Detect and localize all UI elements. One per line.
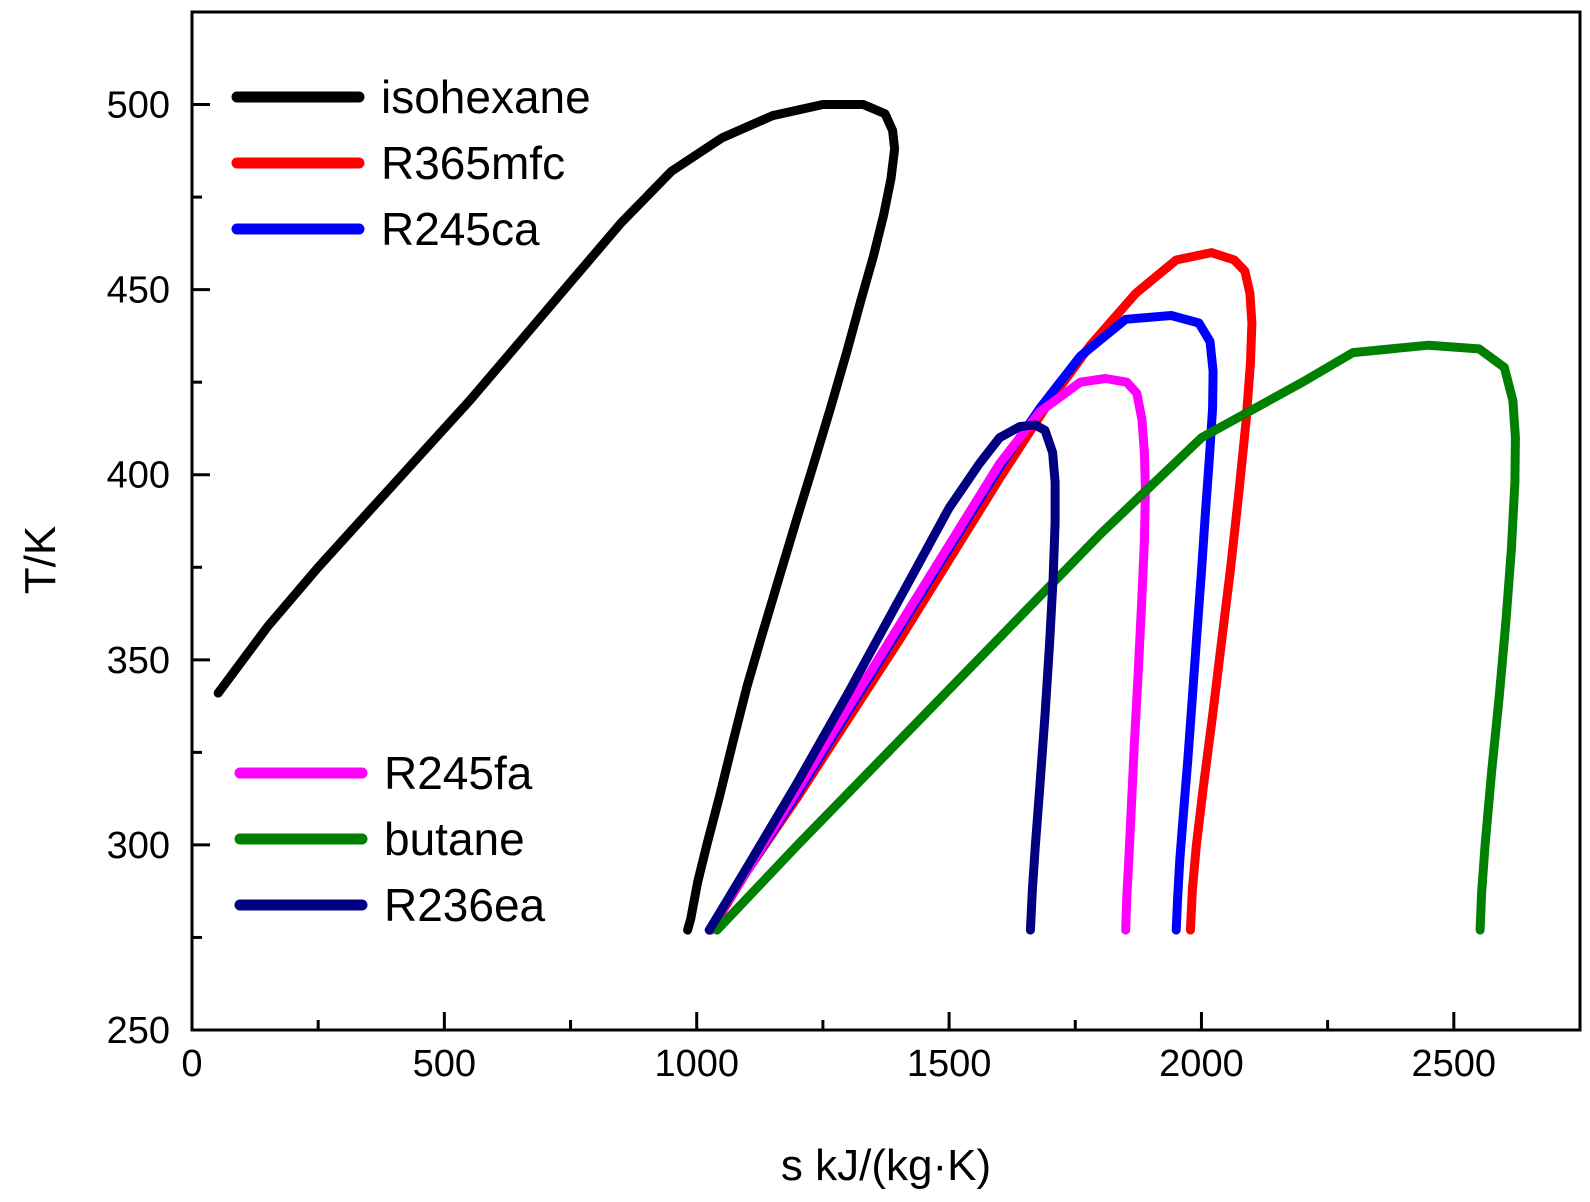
legend-label-r245fa: R245fa: [384, 747, 533, 799]
legend-label-butane: butane: [384, 813, 525, 865]
series-line-r236ea: [704, 420, 1060, 935]
legend: isohexane R365mfc R245ca R245fa butane R236ea: [231, 71, 591, 931]
y-tick-label-450: 450: [107, 270, 170, 312]
plot-frame: [190, 10, 1582, 1032]
series-line-isohexane: [213, 100, 900, 935]
axis-ticks: [190, 10, 1582, 1032]
y-tick-label-400: 400: [107, 455, 170, 497]
x-tick-label-2500: 2500: [1412, 1043, 1497, 1085]
y-tick-label-500: 500: [107, 85, 170, 127]
x-tick-label-2000: 2000: [1159, 1043, 1244, 1085]
series-lines: [213, 100, 1520, 935]
x-axis-title: s kJ/(kg·K): [781, 1141, 991, 1190]
x-tick-label-1000: 1000: [654, 1043, 739, 1085]
x-tick-label-1500: 1500: [907, 1043, 992, 1085]
y-tick-label-300: 300: [107, 825, 170, 867]
x-tick-labels: 0 500 1000 1500 2000 2500: [181, 1043, 1496, 1085]
x-tick-label-500: 500: [413, 1043, 476, 1085]
legend-label-r245ca: R245ca: [381, 203, 540, 255]
series-line-r245fa: [704, 374, 1150, 935]
y-axis-title: T/K: [16, 526, 65, 594]
legend-label-r365mfc: R365mfc: [381, 137, 565, 189]
x-tick-label-0: 0: [181, 1043, 202, 1085]
y-tick-labels: 250 300 350 400 450 500: [107, 85, 170, 1052]
legend-label-r236ea: R236ea: [384, 879, 546, 931]
legend-label-isohexane: isohexane: [381, 71, 591, 123]
y-tick-label-350: 350: [107, 640, 170, 682]
series-line-r365mfc: [706, 248, 1257, 935]
series-line-butane: [712, 340, 1520, 935]
y-tick-label-250: 250: [107, 1010, 170, 1052]
